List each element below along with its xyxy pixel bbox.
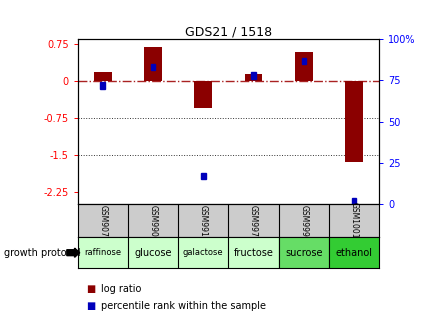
Text: raffinose: raffinose bbox=[84, 248, 121, 257]
Bar bbox=[344, 81, 362, 162]
Bar bbox=[100, 82, 105, 89]
Text: sucrose: sucrose bbox=[284, 248, 322, 258]
Bar bbox=[178, 237, 228, 268]
Bar bbox=[278, 237, 328, 268]
Text: fructose: fructose bbox=[233, 248, 273, 258]
Text: galactose: galactose bbox=[183, 248, 223, 257]
Text: percentile rank within the sample: percentile rank within the sample bbox=[101, 301, 266, 311]
Bar bbox=[128, 237, 178, 268]
Text: glucose: glucose bbox=[134, 248, 172, 258]
Text: GSM999: GSM999 bbox=[299, 205, 307, 236]
Bar bbox=[328, 237, 378, 268]
Bar bbox=[301, 58, 305, 64]
Text: ■: ■ bbox=[86, 284, 95, 294]
Text: log ratio: log ratio bbox=[101, 284, 141, 294]
Text: GSM1001: GSM1001 bbox=[349, 202, 358, 239]
Text: growth protocol: growth protocol bbox=[4, 248, 81, 258]
Bar bbox=[150, 64, 155, 70]
Bar bbox=[251, 72, 255, 78]
Bar bbox=[77, 237, 128, 268]
Bar bbox=[194, 81, 212, 108]
Text: ethanol: ethanol bbox=[335, 248, 372, 258]
Bar bbox=[295, 52, 312, 81]
Text: GSM997: GSM997 bbox=[249, 205, 258, 236]
Bar bbox=[244, 74, 262, 81]
Text: GSM907: GSM907 bbox=[98, 205, 107, 236]
Bar bbox=[144, 47, 161, 81]
Bar bbox=[351, 198, 356, 204]
Text: ■: ■ bbox=[86, 301, 95, 311]
Title: GDS21 / 1518: GDS21 / 1518 bbox=[184, 25, 271, 38]
Bar bbox=[228, 237, 278, 268]
Bar bbox=[200, 173, 205, 179]
Text: GSM990: GSM990 bbox=[148, 205, 157, 236]
Bar bbox=[94, 72, 111, 81]
Text: GSM991: GSM991 bbox=[198, 205, 207, 236]
